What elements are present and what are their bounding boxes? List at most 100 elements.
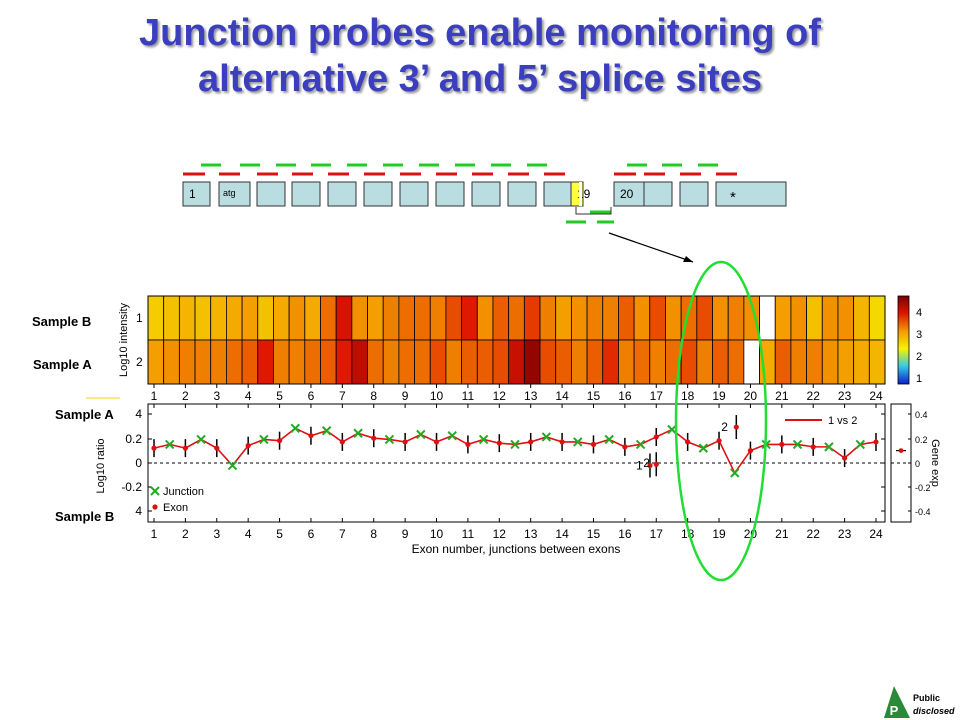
exon-box-16 [715,181,787,207]
ratio-x-tick-label: 16 [618,527,632,541]
heatmap-cell [476,295,494,341]
exon-point [716,438,722,444]
ratio-y-tick-label: 0.2 [125,432,142,446]
heatmap-x-tick-label: 19 [712,389,726,403]
heatmap-x-tick-label: 11 [462,389,475,403]
heatmap-x-tick-label: 15 [587,389,601,403]
outlier-point [647,462,653,469]
heatmap-x-tick-label: 2 [182,389,189,403]
exon-point [653,434,659,440]
heatmap-cell [586,339,604,385]
heatmap-cell [288,295,306,341]
heatmap-x-tick-label: 8 [370,389,377,403]
heatmap-cell [806,295,823,341]
heatmap-cell [398,339,415,385]
heatmap-cell [335,295,353,341]
junction-point [321,426,332,436]
heatmap-y-label: Log10 intensity [118,303,130,377]
heatmap-x-tick-label: 6 [308,389,315,403]
exon-box-1 [182,181,211,207]
heatmap-cell [367,295,384,341]
exon-box-6 [363,181,393,207]
heatmap-x-tick-label: 5 [276,389,283,403]
heatmap-cell [429,339,447,385]
heatmap-cell [226,295,243,341]
junction-point [824,442,834,452]
legend-exon-label: Exon [163,502,188,514]
heatmap-cell [178,339,196,385]
junction-point [730,468,740,478]
junction-point [196,434,206,445]
ratio-x-tick-label: 4 [245,527,252,541]
ratio-x-tick-label: 21 [775,527,789,541]
ratio-x-tick-label: 17 [650,527,664,541]
ratio-x-label: Exon number, junctions between exons [412,542,621,556]
heatmap-cell [476,339,494,385]
heatmap-cell [853,295,870,341]
heatmap-sample-b-label: Sample B [32,314,92,329]
ratio-x-tick-label: 8 [370,527,377,541]
heatmap-cell [853,339,870,385]
junction-point [541,432,552,442]
heatmap-cell [226,339,243,385]
heatmap-cell [602,295,619,341]
heatmap-cell [414,295,431,341]
heatmap-cell [727,339,745,385]
heatmap-cell [429,295,447,341]
heatmap-cell [712,339,729,385]
heatmap-cell [492,295,510,341]
heatmap-x-tick-label: 16 [618,389,632,403]
exon-point [276,438,283,444]
annotation-label-2: 2 [643,456,650,470]
heatmap-cell [508,295,525,341]
ratio-x-tick-label: 14 [555,527,569,541]
heatmap-cell [445,295,463,341]
ratio-x-tick-label: 2 [182,527,189,541]
heatmap-cell [273,295,290,341]
exon-point [810,444,816,450]
junction-point [667,424,677,435]
gene-exp-point [898,448,904,453]
heatmap-cell [774,295,792,341]
gene-model: 1 atg 19 20 * [182,163,787,224]
exon-box-2 [218,181,251,207]
colorbar-tick-label: 1 [916,373,922,385]
exon-point [245,443,251,449]
ratio-y-tick-label: 0 [135,456,142,470]
exon-19-gap [579,182,582,206]
title-line-1: Junction probes enable monitoring of [139,12,821,54]
ratio-x-tick-label: 19 [712,527,726,541]
heatmap-cell [696,339,713,385]
heatmap-cell [241,339,259,385]
heatmap-cell [508,339,525,385]
plot-sample-a-label: Sample A [55,407,114,422]
heatmap-cell [680,339,698,385]
exon-point [779,441,785,447]
exon-point [685,439,691,445]
exon-point [371,435,377,441]
heatmap-x-tick-label: 22 [807,389,821,403]
junction-point [792,439,803,450]
junction-point [384,434,395,445]
exon-box-10 [507,181,537,207]
ratio-x-tick-label: 15 [587,527,601,541]
heatmap-cell [147,295,165,341]
heatmap-row-label: 1 [136,311,143,325]
exon-box-5 [327,181,357,207]
exon-point [622,444,628,450]
exon-point [339,439,345,445]
junction-point [353,428,363,438]
exon-box-9 [471,181,501,207]
heatmap-cell [649,295,666,341]
annotation-label-1: 1 [636,458,643,472]
heatmap-cell [633,339,651,385]
ratio-x-tick-label: 12 [493,527,507,541]
heatmap-cell [273,339,290,385]
heatmap-cell [382,339,400,385]
heatmap-cell [570,339,588,385]
gene-exp-y-tick-label: 0.4 [915,410,928,420]
exon-point [308,433,314,439]
exon-box-3 [256,181,286,207]
